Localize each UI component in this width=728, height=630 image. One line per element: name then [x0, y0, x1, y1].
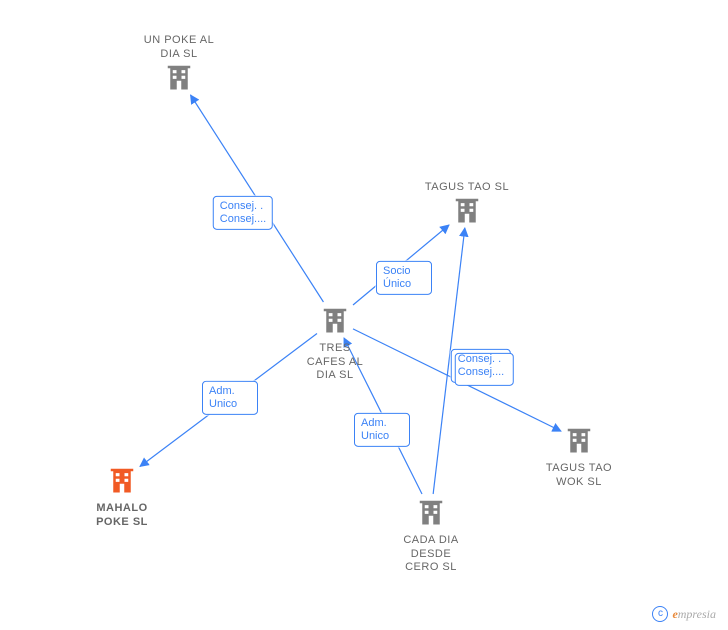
footer-branding: c empresia — [652, 606, 716, 622]
node-mahalo: MAHALOPOKE SL — [67, 465, 177, 529]
edge-label-tres-tagus: SocioÚnico — [376, 261, 432, 295]
edge-label-cada-tres: Adm.Unico — [354, 413, 410, 447]
edge-cada-tres — [344, 338, 422, 494]
node-label: MAHALOPOKE SL — [67, 502, 177, 530]
node-label: TAGUS TAOWOK SL — [524, 462, 634, 490]
node-label: CADA DIADESDECERO SL — [376, 534, 486, 575]
node-label: UN POKE ALDIA SL — [124, 34, 234, 62]
building-icon — [107, 465, 137, 500]
edges-layer — [0, 0, 728, 630]
node-unpoke: UN POKE ALDIA SL — [124, 32, 234, 96]
node-tagus: TAGUS TAO SL — [412, 179, 522, 230]
edge-tres-mahalo — [140, 334, 317, 467]
node-label: TRESCAFES ALDIA SL — [280, 342, 390, 383]
node-cada: CADA DIADESDECERO SL — [376, 497, 486, 575]
node-label: TAGUS TAO SL — [412, 181, 522, 195]
node-tres: TRESCAFES ALDIA SL — [280, 305, 390, 383]
edge-tres-taguswok — [353, 329, 561, 431]
building-icon — [564, 425, 594, 460]
edge-tres-unpoke — [191, 95, 324, 302]
copyright-icon: c — [652, 606, 668, 622]
edge-label-tres-mahalo: Adm.Unico — [202, 381, 258, 415]
brand-name: empresia — [672, 607, 716, 622]
edge-tres-tagus — [353, 225, 449, 305]
building-icon — [452, 195, 482, 230]
edge-label-tres-taguswok: Consej. .Consej.... — [451, 349, 511, 383]
building-icon — [416, 497, 446, 532]
edge-cada-tagus — [433, 228, 465, 494]
building-icon — [164, 62, 194, 97]
node-taguswok: TAGUS TAOWOK SL — [524, 425, 634, 489]
edge-label-tres-unpoke: Consej. .Consej.... — [213, 196, 273, 230]
building-icon — [320, 305, 350, 340]
